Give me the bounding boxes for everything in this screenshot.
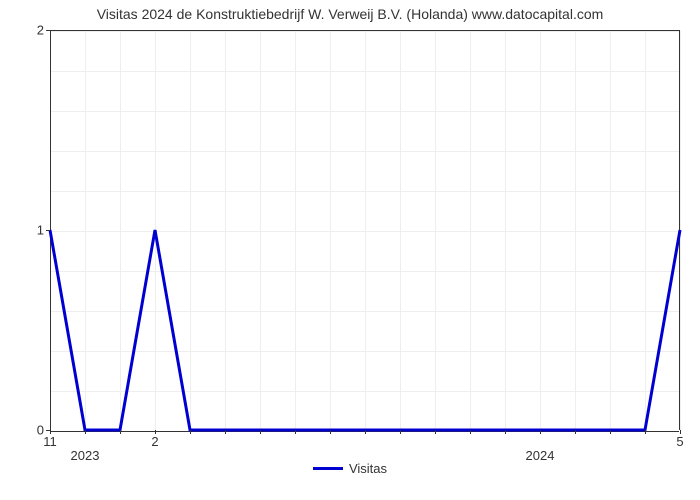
x-tick-mark — [505, 430, 506, 434]
x-tick-label: 11 — [43, 434, 57, 449]
series-line — [50, 230, 680, 430]
x-tick-mark — [645, 430, 646, 434]
legend: Visitas — [0, 460, 700, 476]
y-tick-label: 0 — [4, 423, 44, 438]
chart-title: Visitas 2024 de Konstruktiebedrijf W. Ve… — [0, 6, 700, 22]
y-tick-mark — [46, 230, 50, 231]
x-tick-mark — [85, 430, 86, 434]
x-tick-mark — [295, 430, 296, 434]
x-tick-year-label: 2024 — [526, 448, 555, 463]
x-tick-mark — [435, 430, 436, 434]
legend-swatch — [313, 467, 343, 470]
y-tick-label: 2 — [4, 23, 44, 38]
x-tick-mark — [470, 430, 471, 434]
y-tick-mark — [46, 30, 50, 31]
y-tick-label: 1 — [4, 223, 44, 238]
x-tick-mark — [610, 430, 611, 434]
x-tick-mark — [575, 430, 576, 434]
x-tick-year-label: 2023 — [71, 448, 100, 463]
x-tick-mark — [330, 430, 331, 434]
x-tick-mark — [190, 430, 191, 434]
x-tick-mark — [225, 430, 226, 434]
x-tick-label: 5 — [676, 434, 683, 449]
x-tick-mark — [120, 430, 121, 434]
line-series-layer — [50, 30, 680, 430]
x-tick-mark — [400, 430, 401, 434]
legend-label: Visitas — [349, 461, 387, 476]
x-tick-mark — [540, 430, 541, 434]
x-tick-mark — [365, 430, 366, 434]
x-tick-label: 2 — [151, 434, 158, 449]
chart-plot-area — [50, 30, 680, 430]
x-tick-mark — [260, 430, 261, 434]
